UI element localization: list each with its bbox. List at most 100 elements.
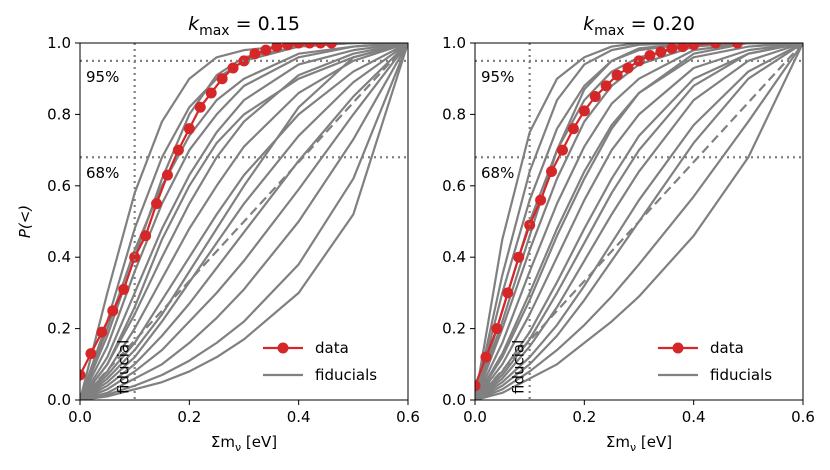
y-tick-label: 0.4 [47, 248, 71, 266]
series-fiducial-11 [475, 43, 803, 400]
x-tick-label: 0.4 [682, 408, 706, 426]
xlabel-main: Σm [211, 433, 235, 451]
series-uniform-prior [80, 43, 408, 400]
y-tick-label: 0.0 [442, 391, 466, 409]
x-tick-label: 0.2 [177, 408, 201, 426]
series-fiducial-16 [80, 43, 408, 400]
data-point [140, 230, 152, 242]
series-fiducial-2 [475, 43, 803, 400]
title-sub: max [594, 23, 625, 39]
data-point [567, 123, 579, 135]
data-point [325, 43, 337, 49]
data-point [315, 43, 327, 49]
series-fiducial-6 [475, 43, 803, 400]
data-point [611, 69, 623, 81]
series-fiducial-14 [80, 43, 408, 400]
data-point [589, 91, 601, 103]
legend-marker-data [672, 342, 684, 354]
chart-title: kmax = 0.15 [188, 13, 300, 39]
series-fiducial-10 [80, 43, 408, 400]
x-tick-label: 0.6 [396, 408, 420, 426]
data-point [172, 144, 184, 156]
series-fiducial-5 [475, 43, 803, 400]
y-tick-label: 0.4 [442, 248, 466, 266]
data-point [475, 380, 481, 392]
vline-label-fiducial: fiducial [115, 340, 133, 394]
x-tick-label: 0.0 [68, 408, 92, 426]
data-point [513, 251, 525, 263]
series-fiducial-14 [475, 43, 803, 400]
hline-label-95pct: 95% [481, 68, 514, 86]
data-point [282, 43, 294, 51]
data-point [622, 62, 634, 74]
x-axis-label: Σmν [eV] [211, 433, 277, 454]
series-fiducial-5 [80, 43, 408, 400]
xlabel-main: Σm [606, 433, 630, 451]
series-fiducial-16 [475, 43, 803, 400]
title-sub: max [199, 23, 230, 39]
series-fiducial-10 [475, 43, 803, 400]
data-point [688, 43, 700, 51]
y-tick-label: 0.2 [47, 320, 71, 338]
y-tick-label: 0.8 [442, 105, 466, 123]
y-tick-label: 0.6 [442, 177, 466, 195]
chart-title: kmax = 0.20 [583, 13, 695, 39]
data-point [600, 80, 612, 92]
hline-label-95pct: 95% [86, 68, 119, 86]
series-fiducial-9 [475, 43, 803, 400]
xlabel-sub: ν [630, 441, 636, 454]
series-fiducial-17 [80, 43, 408, 400]
series-fiducial-12 [475, 43, 803, 400]
y-tick-label: 1.0 [47, 34, 71, 52]
x-tick-label: 0.0 [463, 408, 487, 426]
series-fiducial-8 [80, 43, 408, 400]
y-tick-label: 0.0 [47, 391, 71, 409]
vline-label-fiducial: fiducial [510, 340, 528, 394]
panel-kmax-015: 95% 68% fiducial 0.0 0.2 0.4 0.6 0.0 0.2 0.4 0.6 0.… [16, 13, 420, 454]
legend-label-data: data [710, 339, 744, 357]
data-point [216, 73, 228, 85]
legend-label-fiducials: fiducials [710, 366, 772, 384]
hline-label-68pct: 68% [86, 164, 119, 182]
series-fiducial-4 [80, 43, 408, 400]
data-point [80, 369, 86, 381]
series-fiducial-7 [80, 43, 408, 400]
data-point [710, 43, 722, 49]
data-point [96, 326, 108, 338]
series-fiducial-7 [475, 43, 803, 400]
data-point [107, 305, 119, 317]
data-point [578, 105, 590, 117]
xlabel-unit: [eV] [636, 433, 672, 451]
xlabel-sub: ν [235, 441, 241, 454]
series-fiducial-15 [475, 43, 803, 400]
legend-label-data: data [315, 339, 349, 357]
data-point [85, 348, 97, 360]
x-tick-label: 0.4 [287, 408, 311, 426]
title-value: = 0.20 [625, 13, 695, 35]
data-point [260, 44, 272, 56]
data-point [480, 351, 492, 363]
series-fiducial-12 [80, 43, 408, 400]
data-point [556, 144, 568, 156]
data-point [535, 194, 547, 206]
data-point [249, 48, 261, 60]
data-point [293, 43, 305, 49]
data-point [271, 43, 283, 53]
legend-marker-data [277, 342, 289, 354]
data-point [731, 43, 743, 49]
data-point [655, 46, 667, 58]
series-fiducial-13 [475, 43, 803, 400]
hline-label-68pct: 68% [481, 164, 514, 182]
x-tick-label: 0.6 [791, 408, 815, 426]
xlabel-unit: [eV] [241, 433, 277, 451]
data-point [666, 43, 678, 54]
data-point [151, 198, 163, 210]
series-fiducial-1 [475, 43, 803, 400]
title-value: = 0.15 [230, 13, 300, 35]
title-k: k [188, 13, 200, 35]
data-point [524, 219, 536, 231]
y-tick-label: 0.8 [47, 105, 71, 123]
data-point [546, 166, 558, 178]
data-point [304, 43, 316, 49]
